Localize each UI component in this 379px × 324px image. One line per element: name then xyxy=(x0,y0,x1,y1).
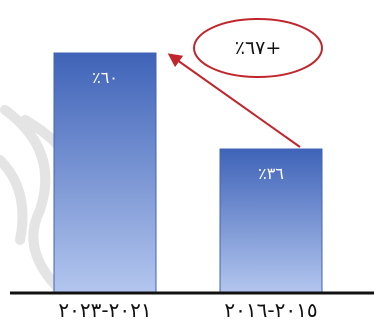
growth-callout-ellipse xyxy=(193,18,323,78)
bar-1 xyxy=(53,52,157,294)
growth-callout-text: ٪٦٧+ xyxy=(235,37,282,59)
x-tick-label-2: ٢٠١٥-٢٠١٦ xyxy=(224,298,317,322)
growth-arrow xyxy=(167,53,301,148)
bar-data-label-2: ٪٣٦ xyxy=(258,164,284,183)
x-tick-label-1: ٢٠٢١-٢٠٢٣ xyxy=(58,298,151,322)
bar-data-label-1: ٪٦٠ xyxy=(92,68,118,87)
bar-2 xyxy=(219,148,323,294)
